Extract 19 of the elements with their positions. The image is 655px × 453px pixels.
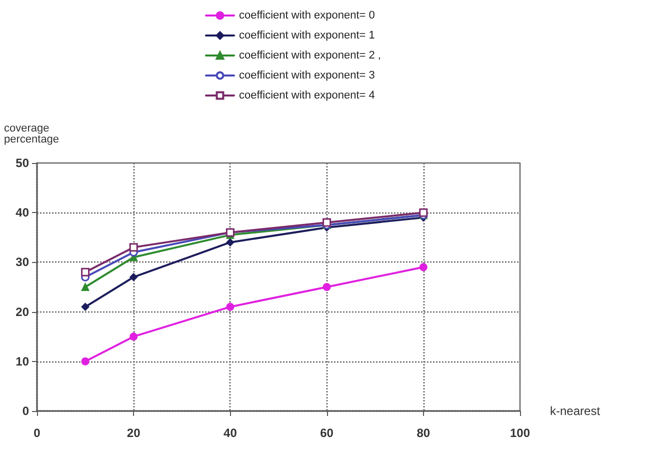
x-tick-label: 80 xyxy=(416,426,430,440)
legend-label: coefficient with exponent= 3 xyxy=(239,70,375,82)
legend-label: coefficient with exponent= 4 xyxy=(239,90,375,102)
x-axis-title: k-nearest xyxy=(550,404,601,418)
legend-label: coefficient with exponent= 2 , xyxy=(239,50,381,62)
legend-label: coefficient with exponent= 0 xyxy=(239,10,375,22)
y-tick-label: 20 xyxy=(16,304,30,319)
y-tick-label: 10 xyxy=(16,354,30,368)
x-tick-label: 20 xyxy=(126,426,141,440)
y-tick-label: 50 xyxy=(16,156,30,170)
y-axis-title: coverage percentage xyxy=(4,122,60,146)
x-tick-label: 0 xyxy=(34,426,41,440)
y-tick-label: 30 xyxy=(16,255,30,270)
x-tick-label: 40 xyxy=(224,426,238,440)
legend-label: coefficient with exponent= 1 xyxy=(239,30,375,42)
y-tick-label: 40 xyxy=(16,206,30,220)
x-tick-label: 100 xyxy=(510,426,530,440)
x-tick-label: 60 xyxy=(320,426,334,440)
y-tick-label: 0 xyxy=(22,404,30,418)
